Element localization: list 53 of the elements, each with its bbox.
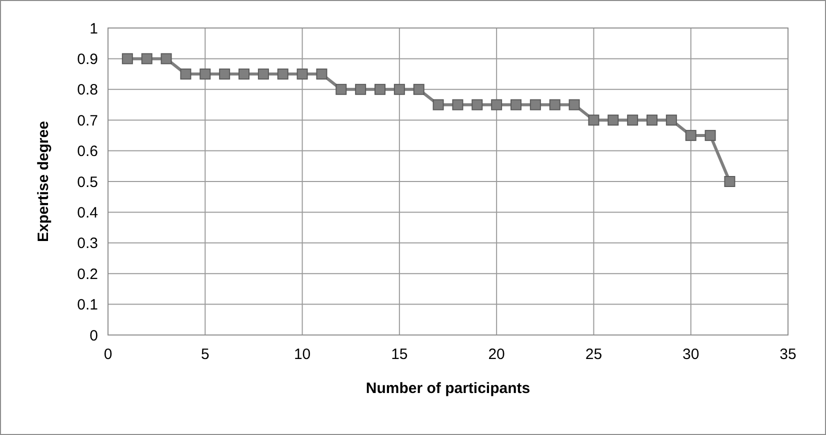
- y-tick-label: 0.6: [77, 143, 98, 160]
- point: [685, 130, 696, 141]
- point: [258, 68, 269, 80]
- y-tick-label: 1: [90, 20, 98, 38]
- point: [432, 99, 444, 110]
- point: [277, 68, 288, 80]
- point: [549, 99, 560, 110]
- x-tick-label: 5: [200, 346, 210, 363]
- point: [141, 53, 152, 64]
- x-tick-label: 35: [780, 346, 796, 363]
- point: [413, 84, 424, 95]
- point: [724, 176, 736, 187]
- point: [296, 68, 308, 80]
- point: [646, 114, 658, 126]
- x-tick-label: 20: [488, 346, 505, 363]
- y-tick-label: 0.2: [77, 266, 98, 283]
- point: [530, 99, 541, 110]
- point: [666, 114, 677, 126]
- y-tick-label: 0.4: [77, 204, 98, 222]
- point: [588, 114, 600, 126]
- point: [219, 68, 230, 80]
- point: [160, 53, 172, 64]
- y-tick-label: 0: [90, 327, 98, 344]
- point: [238, 68, 250, 80]
- x-tick-label: 0: [104, 346, 112, 363]
- point: [316, 68, 328, 80]
- x-tick-label: 25: [585, 346, 602, 363]
- y-tick-label: 0.5: [77, 174, 98, 191]
- point: [122, 53, 133, 64]
- point: [627, 114, 638, 126]
- point: [491, 99, 502, 110]
- point: [200, 68, 211, 80]
- point: [374, 84, 386, 95]
- point: [336, 84, 347, 95]
- point: [452, 99, 464, 110]
- x-axis-title: Number of participants: [366, 380, 530, 397]
- x-tick-label: 15: [391, 346, 408, 363]
- x-tick-label: 30: [682, 346, 700, 363]
- point: [355, 84, 366, 95]
- point: [704, 130, 716, 141]
- point: [394, 84, 405, 95]
- point: [510, 99, 522, 110]
- y-tick-label: 0.1: [77, 296, 98, 314]
- y-tick-label: 0.3: [77, 235, 98, 252]
- point: [608, 114, 619, 126]
- point: [180, 68, 192, 80]
- point: [568, 99, 580, 110]
- y-tick-label: 0.8: [77, 82, 98, 99]
- point: [472, 99, 483, 110]
- y-tick-label: 0.7: [77, 112, 98, 130]
- y-tick-label: 0.9: [77, 50, 98, 68]
- x-tick-label: 10: [294, 346, 311, 363]
- y-axis-title: Expertise degree: [35, 121, 52, 242]
